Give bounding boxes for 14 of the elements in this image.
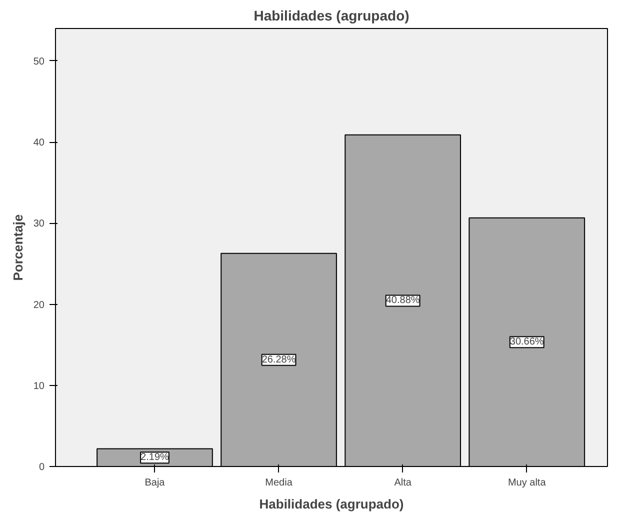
x-tick-label: Baja [144,478,166,488]
chart-title: Habilidades (agrupado) [254,8,410,24]
x-tick-label: Media [265,478,293,488]
y-tick-label: 20 [33,300,45,311]
y-tick-label: 10 [33,380,45,392]
y-tick-label: 50 [33,56,45,68]
data-label: 2.19% [140,452,170,464]
x-tick-label: Muy alta [508,478,546,488]
x-tick-label: Alta [394,478,412,488]
y-tick-label: 40 [33,138,45,149]
y-axis-title: Porcentaje [10,214,26,281]
y-tick-label: 0 [38,462,45,473]
x-axis-title: Habilidades (agrupado) [259,496,404,512]
y-tick-label: 30 [33,218,45,230]
